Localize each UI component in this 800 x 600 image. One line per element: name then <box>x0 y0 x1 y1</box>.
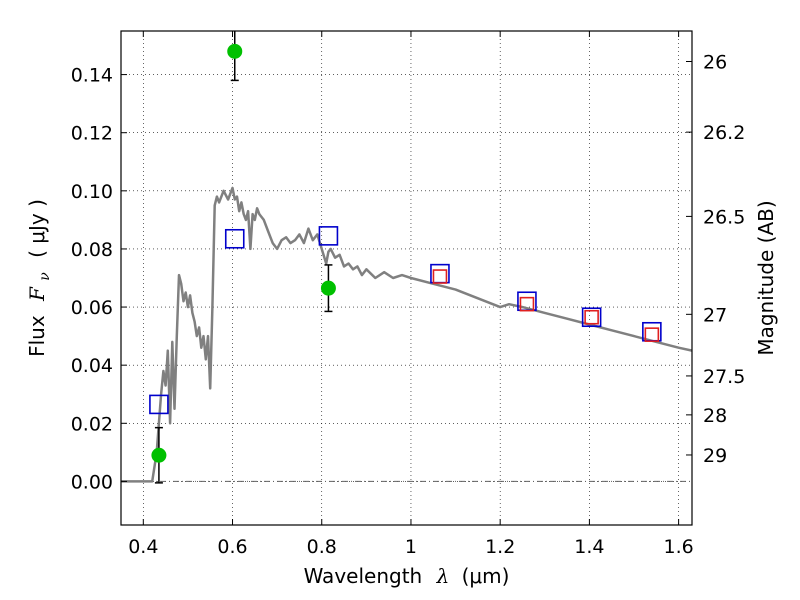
y-axis-label: Flux F ν ( μJy ) <box>25 199 54 357</box>
x-axis-label-symbol: λ <box>436 564 450 588</box>
y-tick-label: 0.10 <box>71 181 113 203</box>
y-tick-label: 0.08 <box>71 239 113 261</box>
ticks <box>121 31 692 525</box>
x-tick-label: 0.4 <box>128 536 158 558</box>
x-axis-label: Wavelength λ (μm) <box>304 564 510 588</box>
secondary-y-axis-label: Magnitude (AB) <box>754 200 778 355</box>
red-square-marker <box>584 309 599 325</box>
observed-flux-point <box>320 280 336 296</box>
y-axis-label-text: Flux <box>25 315 49 357</box>
x-tick-label: 1 <box>405 536 417 558</box>
tick-labels: 0.4 0.6 0.8 1 1.2 1.4 1.6 0.00 0.02 0.04 0.06 0.08 0… <box>71 52 746 558</box>
y-tick-label: 0.02 <box>71 413 113 435</box>
model-spectrum-line <box>121 186 693 483</box>
x-tick-label: 1.6 <box>664 536 694 558</box>
red-square-marker <box>519 296 535 312</box>
y2-tick-label: 29 <box>703 445 727 467</box>
grid <box>121 31 692 525</box>
series-layer <box>121 31 693 484</box>
red-square-marker <box>644 327 660 342</box>
blue-square-marker <box>318 226 339 246</box>
y2-tick-label: 28 <box>703 405 727 427</box>
x-axis-label-text: Wavelength <box>304 564 423 588</box>
x-tick-label: 0.8 <box>307 536 337 558</box>
observed-flux-point <box>227 43 243 59</box>
y2-tick-label: 27.5 <box>703 366 745 388</box>
x-tick-label: 1.4 <box>574 536 604 558</box>
observed-flux-point <box>151 447 167 463</box>
y2-tick-label: 26.2 <box>703 122 745 144</box>
blue-square-marker <box>224 228 245 249</box>
y2-tick-label: 26 <box>703 52 727 74</box>
x-tick-label: 0.6 <box>217 536 247 558</box>
y-axis-label-unit: ( μJy ) <box>25 199 49 258</box>
y-tick-label: 0.04 <box>71 355 113 377</box>
y2-tick-label: 27 <box>703 304 727 326</box>
blue-square-marker <box>149 394 169 415</box>
blue-square-marker <box>581 307 602 328</box>
y-tick-label: 0.06 <box>71 297 113 319</box>
x-tick-label: 1.2 <box>485 536 515 558</box>
y-tick-label: 0.14 <box>71 65 113 87</box>
y-axis-label-symbol: F <box>25 286 49 302</box>
y-tick-label: 0.12 <box>71 123 113 145</box>
red-square-marker <box>432 269 448 284</box>
y-axis-label-subscript: ν <box>37 272 53 281</box>
x-axis-label-unit: (μm) <box>462 564 510 588</box>
y-tick-label: 0.00 <box>71 471 113 493</box>
plot-frame <box>120 30 693 526</box>
y2-tick-label: 26.5 <box>703 206 745 228</box>
